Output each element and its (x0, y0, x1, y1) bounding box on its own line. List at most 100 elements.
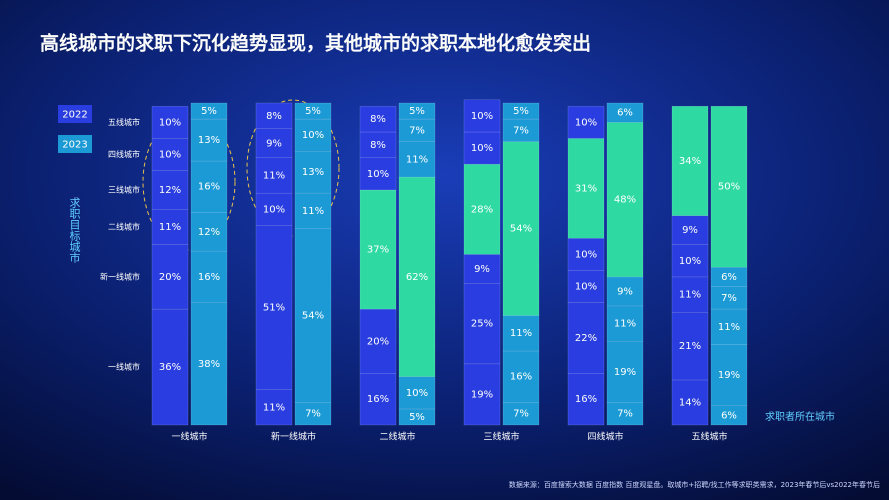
bar-segment (255, 192, 293, 226)
data-label: 8% (266, 111, 282, 122)
data-label: 7% (721, 293, 737, 304)
source: 数据来源：百度搜索大数据 百度指数 百度观星盘。取城市+招聘/找工作等求职类需求… (509, 480, 880, 489)
bar-segment (567, 373, 605, 426)
bar-segment (190, 102, 228, 120)
data-label: 31% (575, 183, 597, 194)
data-label: 10% (575, 249, 597, 260)
data-label: 54% (510, 224, 532, 235)
bar-segment (502, 102, 540, 120)
bar-segment (359, 157, 397, 191)
data-label: 9% (682, 225, 698, 236)
bar-segment (359, 105, 397, 133)
data-label: 16% (367, 394, 389, 405)
bar-segment (190, 250, 228, 303)
bar-segment (398, 141, 436, 178)
data-label: 5% (513, 106, 529, 117)
data-label: 28% (471, 204, 493, 215)
data-label: 20% (367, 336, 389, 347)
y-tick-label: 三线城市 (108, 184, 140, 194)
data-label: 10% (471, 111, 493, 122)
data-label: 10% (575, 117, 597, 128)
data-label: 9% (266, 138, 282, 149)
bar-segment (671, 312, 709, 381)
data-label: 11% (302, 206, 324, 217)
bar-segment (606, 276, 644, 307)
data-label: 10% (679, 256, 701, 267)
chart-title: 高线城市的求职下沉化趋势显现，其他城市的求职本地化愈发突出 (40, 32, 591, 55)
bar-segment (463, 163, 501, 255)
data-label: 5% (409, 412, 425, 423)
x-tick-label: 四线城市 (587, 431, 623, 443)
data-label: 38% (198, 359, 220, 370)
data-label: 62% (406, 272, 428, 283)
data-label: 25% (471, 319, 493, 330)
data-label: 11% (510, 328, 532, 339)
data-label: 16% (510, 372, 532, 383)
data-label: 16% (198, 182, 220, 193)
data-label: 10% (263, 204, 285, 215)
data-label: 16% (575, 394, 597, 405)
y-tick-label: 二线城市 (108, 221, 140, 231)
highlight-ellipse (246, 99, 340, 237)
bar-segment (567, 270, 605, 303)
data-label: 6% (721, 272, 737, 283)
data-label: 6% (617, 108, 633, 119)
data-label: 48% (614, 195, 636, 206)
y-tick-label: 五线城市 (108, 117, 140, 127)
legend-swatch (58, 135, 92, 153)
y-tick-label: 四线城市 (108, 149, 140, 159)
bar-segment (671, 244, 709, 278)
data-label: 10% (159, 150, 181, 161)
bar-segment (567, 138, 605, 239)
bar-segment (359, 131, 397, 158)
x-tick-label: 三线城市 (483, 431, 519, 443)
bar-segment (606, 341, 644, 403)
highlight-ellipse (142, 113, 236, 251)
data-label: 5% (305, 106, 321, 117)
legend-label: 2022 (62, 110, 87, 121)
bar-segment (463, 283, 501, 365)
data-label: 7% (617, 409, 633, 420)
data-label: 20% (159, 272, 181, 283)
data-label: 22% (575, 333, 597, 344)
bar-segment (151, 308, 189, 426)
bar-segment (151, 138, 189, 171)
x-tick-label: 五线城市 (691, 431, 727, 443)
bar-segment (359, 373, 397, 426)
bar-segment (255, 102, 293, 130)
data-label: 11% (263, 402, 285, 413)
bar-segment (255, 128, 293, 158)
bar-segment (671, 215, 709, 245)
data-label: 11% (159, 222, 181, 233)
bar-segment (398, 176, 436, 377)
data-label: 10% (159, 117, 181, 128)
legend-label: 2023 (62, 140, 87, 151)
bar-segment (359, 189, 397, 310)
bar-segment (567, 302, 605, 374)
bar-segment (567, 237, 605, 271)
data-label: 51% (263, 302, 285, 313)
data-label: 11% (263, 170, 285, 181)
data-label: 5% (409, 106, 425, 117)
data-label: 5% (201, 106, 217, 117)
bar-segment (255, 225, 293, 390)
y-tick-label: 一线城市 (108, 362, 140, 372)
bar-segment (151, 105, 189, 139)
data-label: 6% (721, 410, 737, 421)
data-label: 54% (302, 311, 324, 322)
data-label: 12% (159, 185, 181, 196)
bar-segment (463, 99, 501, 133)
x-axis-title: 求职者所在城市 (765, 410, 835, 423)
bar-segment (151, 170, 189, 210)
bar-segment (710, 308, 748, 345)
bar-segment (190, 118, 228, 162)
data-label: 34% (679, 156, 701, 167)
bar-segment (710, 344, 748, 406)
bar-segment (671, 276, 709, 313)
bar-segment (294, 102, 332, 120)
data-label: 8% (370, 140, 386, 151)
bar-segment (567, 105, 605, 139)
data-label: 10% (302, 130, 324, 141)
